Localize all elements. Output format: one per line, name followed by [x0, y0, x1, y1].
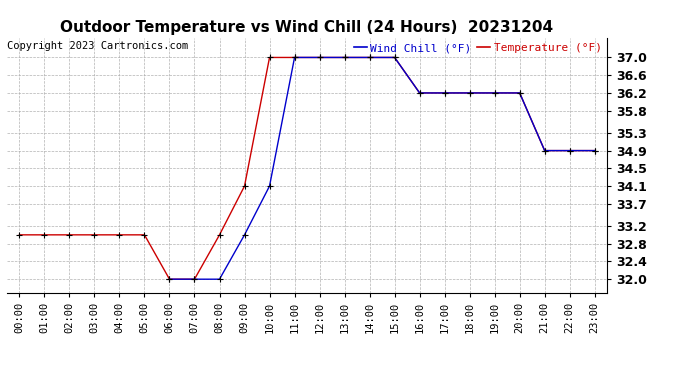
- Legend: Wind Chill (°F), Temperature (°F): Wind Chill (°F), Temperature (°F): [353, 43, 602, 53]
- Title: Outdoor Temperature vs Wind Chill (24 Hours)  20231204: Outdoor Temperature vs Wind Chill (24 Ho…: [61, 20, 553, 35]
- Text: Copyright 2023 Cartronics.com: Copyright 2023 Cartronics.com: [7, 41, 188, 51]
